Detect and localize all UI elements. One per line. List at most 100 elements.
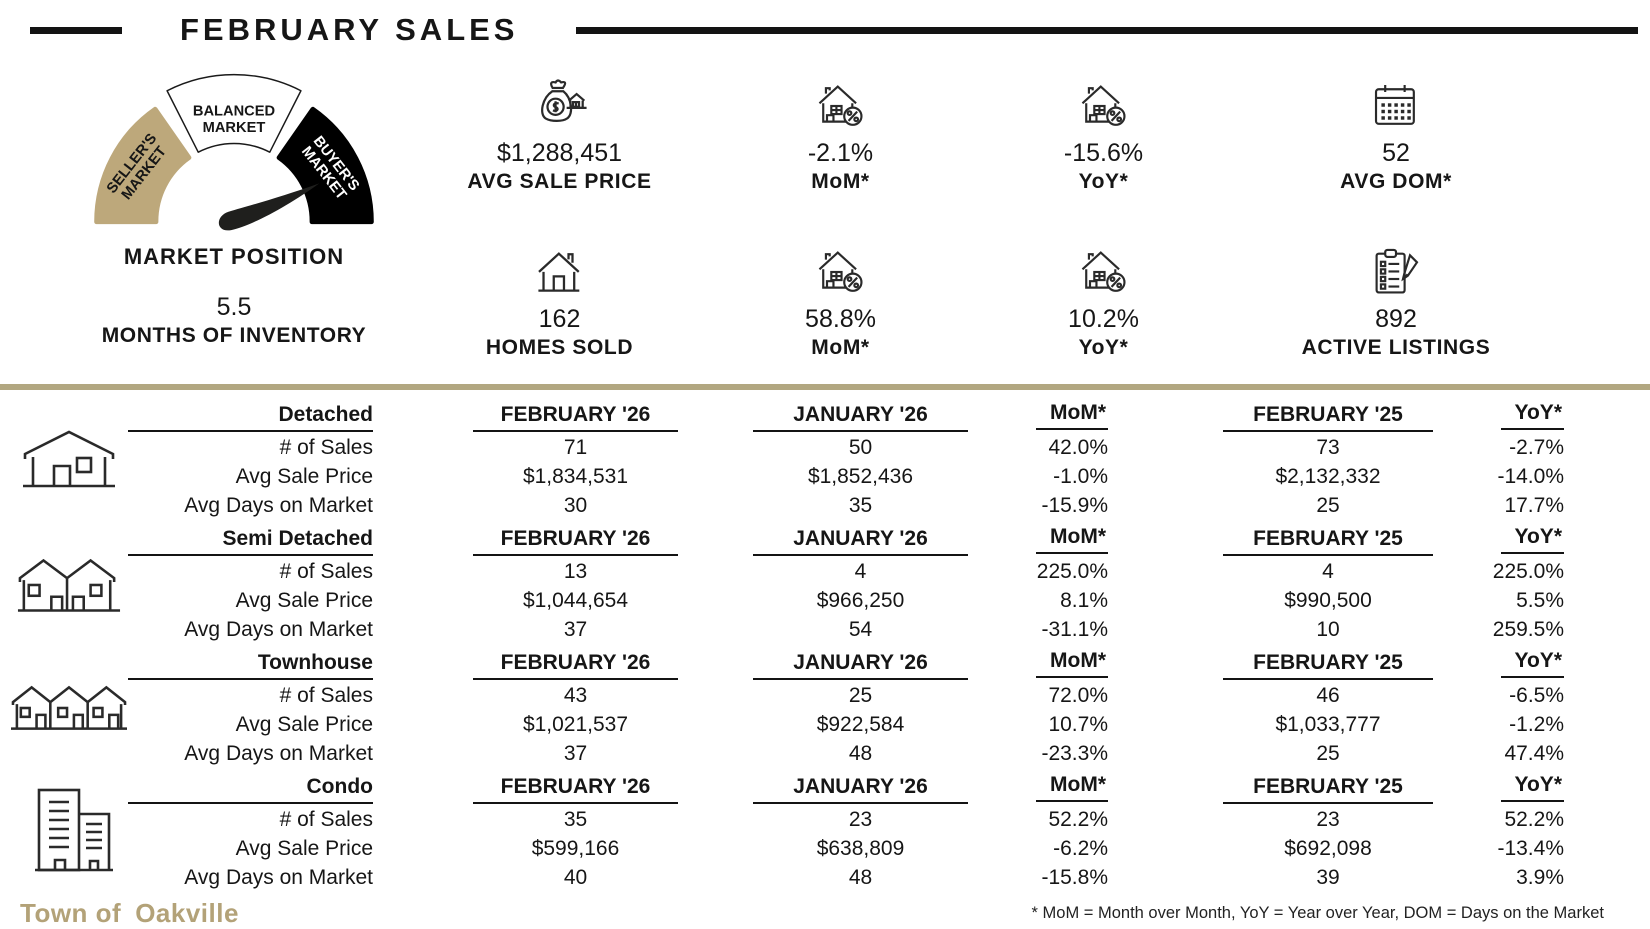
section-title: Townhouse [128,649,373,680]
stat-label: YoY* [1078,170,1129,193]
stat-homes-sold: 162 HOMES SOLD [408,222,711,382]
cell-feb25: 46 [1316,684,1340,707]
stat-label: YoY* [1078,336,1129,359]
row-label: Avg Days on Market [184,618,373,641]
gauge-caption: MARKET POSITION [123,244,345,269]
stat-value: 162 [538,305,581,333]
cell-mom: -15.8% [1041,866,1108,889]
cell-mom: 72.0% [1048,684,1108,707]
cell-jan26: $1,852,436 [807,465,914,488]
cell-jan26: 48 [848,742,873,765]
col-header-feb26: FEBRUARY '26 [473,773,678,804]
row-label: Avg Sale Price [235,465,373,488]
section-detached: Detached FEBRUARY '26 JANUARY '26 MoM* F… [10,400,1650,519]
report-footer: Town of Oakville * MoM = Month over Month… [0,896,1650,929]
house-percent-icon [1076,236,1132,298]
cell-jan26: 48 [848,866,873,889]
cell-yoy: 17.7% [1504,494,1564,517]
cell-yoy: -13.4% [1497,837,1564,860]
col-header-mom: MoM* [968,523,1108,556]
stat-value: 892 [1375,305,1417,333]
cell-feb26: 71 [563,436,588,459]
section-title: Detached [128,401,373,432]
stat-label: HOMES SOLD [485,336,634,359]
cell-feb25: $692,098 [1284,837,1372,860]
stat-value: $1,288,451 [496,139,623,167]
cell-feb26: 35 [563,808,588,831]
gold-divider [0,384,1650,390]
stat-value: 58.8% [805,305,876,333]
cell-feb25: 23 [1316,808,1340,831]
stat-sold-yoy: 10.2% YoY* [970,222,1237,382]
cell-yoy: 3.9% [1516,866,1564,889]
money-bag-house-icon [529,70,591,132]
section-title: Semi Detached [128,525,373,556]
cell-feb26: 13 [563,560,588,583]
market-position-gauge: SELLER'S MARKET BALANCED MARKET BUYER'S … [60,62,408,382]
cell-mom: -23.3% [1041,742,1108,765]
cell-jan26: $922,584 [816,713,905,736]
gauge-chart: SELLER'S MARKET BALANCED MARKET BUYER'S … [94,73,374,231]
stat-price-mom: -2.1% MoM* [711,62,970,222]
title-rule-left [30,26,122,34]
row-label: # of Sales [279,436,373,459]
col-header-feb25: FEBRUARY '25 [1223,525,1433,556]
gauge-segment-balanced [166,73,302,153]
col-header-mom: MoM* [968,771,1108,804]
stat-label: ACTIVE LISTINGS [1301,336,1491,359]
stat-label: MoM* [811,336,870,359]
row-label: # of Sales [279,560,373,583]
cell-feb26: $599,166 [531,837,620,860]
title-rule-right [576,26,1638,34]
cell-yoy: 52.2% [1504,808,1564,831]
section-title: Condo [128,773,373,804]
cell-mom: 8.1% [1060,589,1108,612]
cell-feb25: 39 [1316,866,1340,889]
stat-label: MoM* [811,170,870,193]
cell-feb26: 43 [563,684,588,707]
condo-buildings-icon [10,772,128,891]
cell-jan26: 23 [848,808,873,831]
stat-active-listings: 892 ACTIVE LISTINGS [1237,222,1555,382]
town-of-oakville-logo: Town of Oakville [20,898,239,929]
stat-label: AVG SALE PRICE [467,170,652,193]
stat-value: 10.2% [1068,305,1139,333]
col-header-feb25: FEBRUARY '25 [1223,401,1433,432]
row-label: Avg Sale Price [235,589,373,612]
cell-mom: -6.2% [1053,837,1108,860]
house-percent-icon [1076,70,1132,132]
col-header-yoy: YoY* [1433,647,1564,680]
months-of-inventory-value: 5.5 [216,293,252,321]
col-header-yoy: YoY* [1433,399,1564,432]
section-semi-detached: Semi Detached FEBRUARY '26 JANUARY '26 M… [10,524,1650,643]
cell-yoy: 47.4% [1504,742,1564,765]
cell-feb25: 4 [1322,560,1334,583]
cell-jan26: 50 [848,436,873,459]
cell-mom: 42.0% [1048,436,1108,459]
gauge-needle [218,183,320,231]
cell-yoy: 259.5% [1492,618,1564,641]
clipboard-pen-icon [1368,236,1424,298]
house-percent-icon [813,236,869,298]
cell-feb25: $990,500 [1284,589,1372,612]
col-header-mom: MoM* [968,647,1108,680]
row-label: # of Sales [279,684,373,707]
townhouse-icon [10,648,128,767]
gauge-balanced-label-line2: MARKET [203,120,266,136]
cell-mom: -1.0% [1053,465,1108,488]
page-title: FEBRUARY SALES [180,12,519,47]
cell-feb25: 25 [1316,742,1340,765]
cell-yoy: -1.2% [1509,713,1564,736]
cell-feb26: 30 [563,494,588,517]
col-header-feb26: FEBRUARY '26 [473,649,678,680]
cell-jan26: 4 [854,560,867,583]
cell-jan26: 54 [848,618,873,641]
row-label: Avg Days on Market [184,866,373,889]
stat-value: -2.1% [807,139,874,167]
calendar-icon [1369,70,1423,132]
row-label: Avg Sale Price [235,713,373,736]
col-header-feb25: FEBRUARY '25 [1223,773,1433,804]
gauge-balanced-label-line1: BALANCED [193,104,275,120]
logo-word-2: Oakville [135,898,239,928]
